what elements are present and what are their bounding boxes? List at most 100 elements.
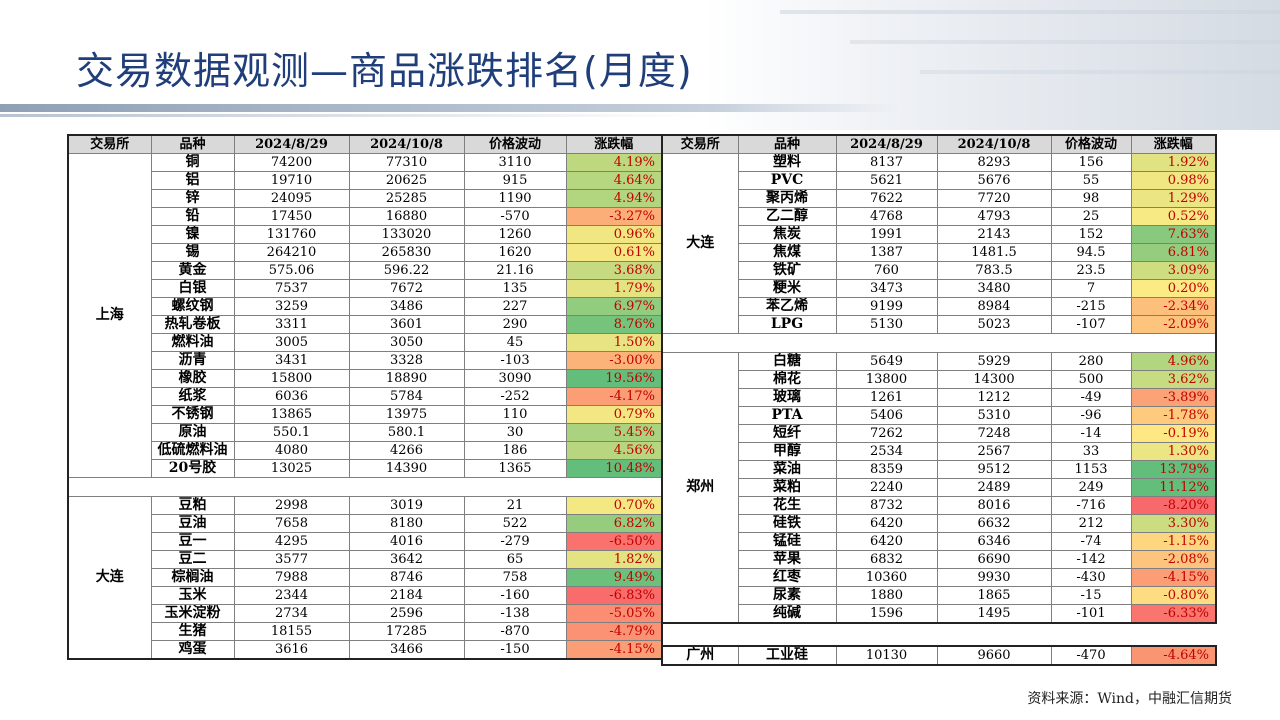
left-table-body: 上海铜 74200 77310 3110 4.19% 铝 19710 20625 915 4.64…	[67, 153, 663, 660]
price-start: 13800	[835, 370, 938, 389]
table-header-row: 交易所 品种 2024/8/29 2024/10/8 价格波动 涨跌幅	[67, 134, 663, 154]
price-change: -716	[1050, 496, 1132, 515]
pct-change: 0.70%	[565, 496, 663, 515]
commodity-name: 苹果	[737, 550, 837, 569]
price-change: 290	[463, 315, 567, 334]
commodity-name: 棉花	[737, 370, 837, 389]
pct-change: 1.50%	[565, 333, 663, 352]
price-change: 915	[463, 171, 567, 190]
commodity-name: 乙二醇	[737, 207, 837, 226]
pct-change: -2.08%	[1130, 550, 1217, 569]
price-change: 1365	[463, 459, 567, 478]
price-change: 110	[463, 405, 567, 424]
price-start: 1596	[835, 604, 938, 624]
pct-change: -6.33%	[1130, 604, 1217, 624]
price-change: -160	[463, 586, 567, 605]
price-change: 65	[463, 550, 567, 569]
price-change: -279	[463, 532, 567, 551]
price-change: -252	[463, 387, 567, 406]
pct-change: 0.20%	[1130, 279, 1217, 298]
price-end: 580.1	[348, 423, 465, 442]
column-header: 品种	[150, 134, 235, 154]
table-row: 沥青 3431 3328 -103 -3.00%	[68, 351, 663, 370]
price-end: 2567	[936, 442, 1052, 461]
commodity-name: 锌	[150, 189, 235, 208]
table-row: PTA 5406 5310 -96 -1.78%	[662, 406, 1217, 425]
commodity-name: 菜粕	[737, 478, 837, 497]
price-end: 9512	[936, 460, 1052, 479]
commodity-name: 豆一	[150, 532, 235, 551]
commodity-name: LPG	[737, 315, 837, 334]
price-end: 25285	[348, 189, 465, 208]
pct-change: 3.62%	[1130, 370, 1217, 389]
table-row: 低硫燃料油 4080 4266 186 4.56%	[68, 441, 663, 460]
table-row: 广州 工业硅 10130 9660 -470 -4.64%	[661, 645, 1217, 666]
price-end: 3601	[348, 315, 465, 334]
commodity-name: 豆油	[150, 514, 235, 533]
pct-change: -5.05%	[565, 604, 663, 623]
pct-change: 6.97%	[565, 297, 663, 316]
price-change: 98	[1050, 189, 1132, 208]
price-end: 3466	[348, 640, 465, 660]
pct-change: 4.19%	[565, 153, 663, 172]
table-row: 玉米淀粉 2734 2596 -138 -5.05%	[68, 604, 663, 623]
price-start: 550.1	[233, 423, 350, 442]
exchange-cell: 广州	[661, 645, 739, 666]
table-row: 纯碱 1596 1495 -101 -6.33%	[662, 604, 1217, 624]
price-end: 5784	[348, 387, 465, 406]
commodity-name: 不锈钢	[150, 405, 235, 424]
pct-change: 0.61%	[565, 243, 663, 262]
table-row: 锌 24095 25285 1190 4.94%	[68, 189, 663, 208]
price-start: 15800	[233, 369, 350, 388]
price-end: 3050	[348, 333, 465, 352]
price-end: 14300	[936, 370, 1052, 389]
right-table-body: 大连 塑料 8137 8293 156 1.92% PVC 5621 5676 55 0.98% 聚丙…	[661, 153, 1217, 624]
table-row: 豆二 3577 3642 65 1.82%	[68, 550, 663, 569]
price-change: 212	[1050, 514, 1132, 533]
price-start: 1991	[835, 225, 938, 244]
commodity-name: 豆二	[150, 550, 235, 569]
table-row: LPG 5130 5023 -107 -2.09%	[662, 315, 1217, 334]
price-end: 13975	[348, 405, 465, 424]
price-change: 522	[463, 514, 567, 533]
price-end: 3328	[348, 351, 465, 370]
price-change: -103	[463, 351, 567, 370]
pct-change: -8.20%	[1130, 496, 1217, 515]
price-end: 8016	[936, 496, 1052, 515]
commodity-name: PVC	[737, 171, 837, 190]
commodity-name: 白糖	[737, 352, 837, 371]
price-start: 5130	[835, 315, 938, 334]
price-end: 9930	[936, 568, 1052, 587]
pct-change: 1.92%	[1130, 153, 1217, 172]
commodity-name: 焦炭	[737, 225, 837, 244]
pct-change: 7.63%	[1130, 225, 1217, 244]
price-change: -138	[463, 604, 567, 623]
table-row: 黄金 575.06 596.22 21.16 3.68%	[68, 261, 663, 280]
price-end: 1481.5	[936, 243, 1052, 262]
pct-change: 19.56%	[565, 369, 663, 388]
price-end: 3486	[348, 297, 465, 316]
table-row: 豆油 7658 8180 522 6.82%	[68, 514, 663, 533]
price-start: 3259	[233, 297, 350, 316]
separator-cell	[661, 333, 1217, 353]
price-end: 6346	[936, 532, 1052, 551]
price-change: -870	[463, 622, 567, 641]
table-row: 短纤 7262 7248 -14 -0.19%	[662, 424, 1217, 443]
price-change: 30	[463, 423, 567, 442]
price-start: 5621	[835, 171, 938, 190]
price-start: 2240	[835, 478, 938, 497]
column-header: 交易所	[661, 134, 739, 154]
pct-change: -4.17%	[565, 387, 663, 406]
pct-change: -2.34%	[1130, 297, 1217, 316]
pct-change: 3.30%	[1130, 514, 1217, 533]
commodity-name: 鸡蛋	[150, 640, 235, 660]
price-start: 6036	[233, 387, 350, 406]
price-end: 3480	[936, 279, 1052, 298]
price-start: 7988	[233, 568, 350, 587]
group-separator	[67, 477, 663, 497]
commodity-name: PTA	[737, 406, 837, 425]
price-end: 5929	[936, 352, 1052, 371]
column-header: 2024/10/8	[348, 134, 465, 154]
price-change: 21.16	[463, 261, 567, 280]
price-change: -430	[1050, 568, 1132, 587]
